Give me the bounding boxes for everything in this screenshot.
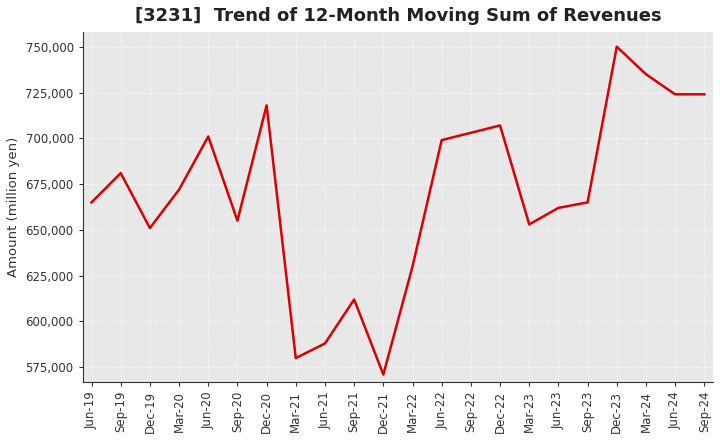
Title: [3231]  Trend of 12-Month Moving Sum of Revenues: [3231] Trend of 12-Month Moving Sum of R…: [135, 7, 661, 25]
Y-axis label: Amount (million yen): Amount (million yen): [7, 137, 20, 277]
